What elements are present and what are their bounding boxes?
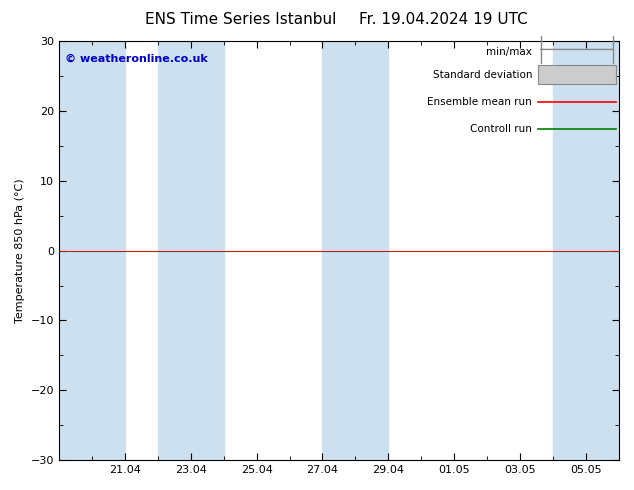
Text: Standard deviation: Standard deviation — [432, 70, 532, 79]
Bar — [158, 41, 224, 460]
Text: Ensemble mean run: Ensemble mean run — [427, 97, 532, 107]
Bar — [538, 65, 616, 84]
Y-axis label: Temperature 850 hPa (°C): Temperature 850 hPa (°C) — [15, 178, 25, 323]
Text: Controll run: Controll run — [470, 124, 532, 134]
Bar — [553, 41, 619, 460]
Bar — [323, 41, 389, 460]
Text: ENS Time Series Istanbul: ENS Time Series Istanbul — [145, 12, 337, 27]
Text: © weatheronline.co.uk: © weatheronline.co.uk — [65, 53, 207, 64]
Bar — [59, 41, 125, 460]
Text: min/max: min/max — [486, 47, 532, 56]
Text: Fr. 19.04.2024 19 UTC: Fr. 19.04.2024 19 UTC — [359, 12, 528, 27]
